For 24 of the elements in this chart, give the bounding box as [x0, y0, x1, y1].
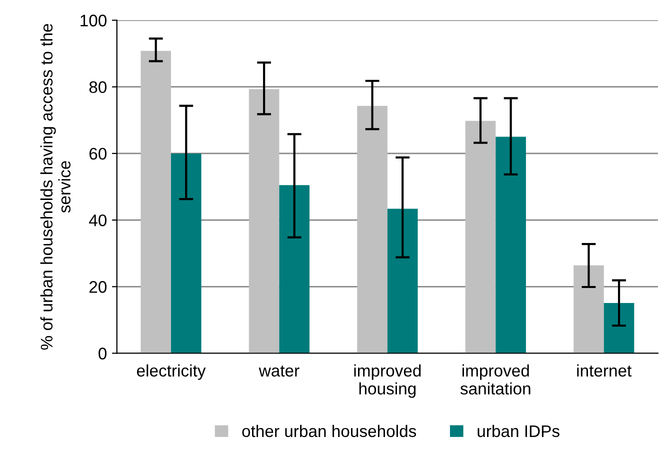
- y-tick-label: 80: [89, 81, 107, 94]
- bar: [279, 185, 310, 354]
- x-tick-label: improved sanitation: [460, 364, 530, 395]
- bar: [140, 50, 172, 354]
- y-axis-title: % of urban households having access to the service: [40, 24, 71, 350]
- legend-label: other urban households: [242, 424, 416, 438]
- bar: [465, 120, 496, 354]
- y-tick-label: 20: [89, 281, 107, 293]
- bar: [357, 106, 388, 354]
- x-tick-label: electricity: [136, 364, 206, 380]
- bar: [574, 265, 604, 354]
- bar: [387, 208, 418, 354]
- y-tick-label: 0: [98, 348, 107, 360]
- x-tick-label: improved housing: [354, 364, 421, 398]
- y-tick-label: 40: [89, 214, 107, 226]
- legend-label: urban IDPs: [478, 424, 560, 438]
- bar: [604, 302, 634, 354]
- y-tick-label: 100: [80, 14, 107, 26]
- y-tick-label: 60: [89, 148, 107, 160]
- bar: [496, 136, 526, 354]
- bar: [171, 153, 202, 354]
- x-tick-label: internet: [577, 364, 632, 377]
- x-tick-label: water: [258, 366, 300, 377]
- bar: [248, 89, 280, 354]
